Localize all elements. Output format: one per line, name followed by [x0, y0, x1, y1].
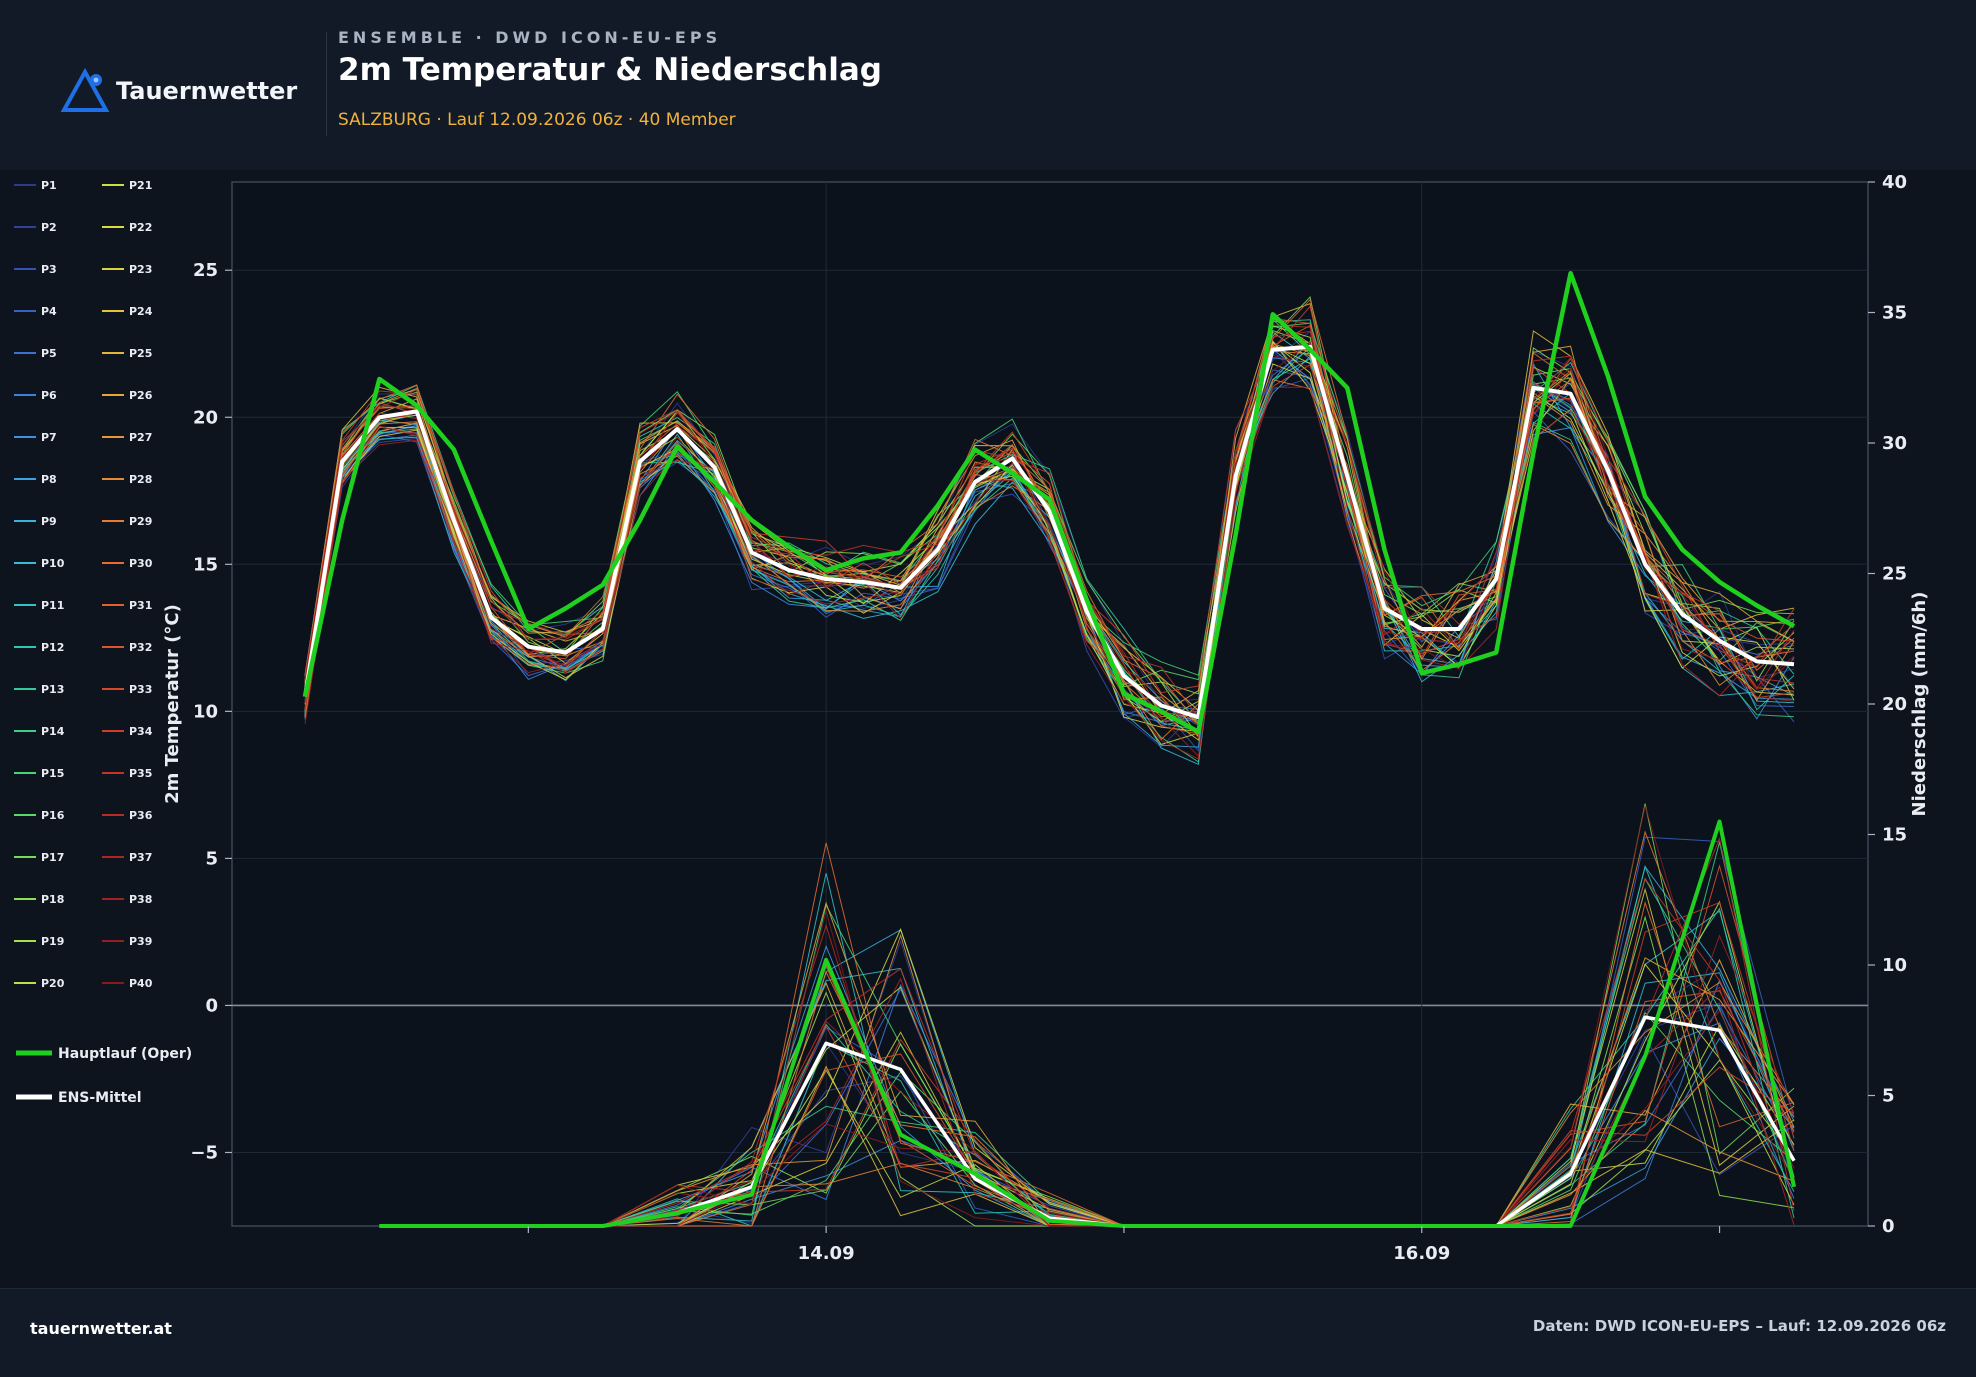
legend-label-p33: P33: [129, 683, 152, 696]
legend-label-p21: P21: [129, 179, 152, 192]
y-left-tick-label: 15: [193, 554, 218, 575]
legend-label-p27: P27: [129, 431, 152, 444]
legend-label-p30: P30: [129, 557, 153, 570]
legend-label-p2: P2: [41, 221, 57, 234]
y-left-tick-label: 25: [193, 260, 218, 281]
ensemble-chart: −5 0 5 10 15 20 25 0 5 10 15 20 25 30 35 40 14.09 16.09 2m…: [14, 172, 1930, 1264]
legend-label-p1: P1: [41, 179, 57, 192]
logo[interactable]: Tauernwetter: [60, 68, 297, 114]
y-left-tick-label: 10: [193, 701, 218, 722]
y-right-tick-label: 5: [1882, 1086, 1895, 1107]
legend-label-special: Hauptlauf (Oper): [58, 1046, 192, 1062]
legend-label-p24: P24: [129, 305, 153, 318]
y-left-tick-label: 0: [205, 995, 218, 1016]
y-left-axis-title: 2m Temperatur (°C): [162, 604, 183, 804]
y-right-tick-label: 10: [1882, 955, 1907, 976]
legend-label-p4: P4: [41, 305, 57, 318]
legend-label-p39: P39: [129, 935, 152, 948]
temp-member-p33: [304, 363, 1795, 716]
footer-credit: Daten: DWD ICON-EU-EPS – Lauf: 12.09.202…: [1532, 1317, 1946, 1335]
chart-area: −5 0 5 10 15 20 25 0 5 10 15 20 25 30 35 40 14.09 16.09 2m…: [0, 170, 1976, 1288]
legend-label-p5: P5: [41, 347, 57, 360]
legend-label-p28: P28: [129, 473, 152, 486]
legend-label-p6: P6: [41, 389, 57, 402]
legend-label-p34: P34: [129, 725, 153, 738]
legend-label-p25: P25: [129, 347, 152, 360]
legend-label-p19: P19: [41, 935, 64, 948]
y-right-tick-label: 15: [1882, 825, 1907, 846]
legend-label-p32: P32: [129, 641, 152, 654]
y-right-tick-label: 40: [1882, 172, 1907, 193]
legend-label-p16: P16: [41, 809, 65, 822]
legend-label-p29: P29: [129, 515, 152, 528]
y-right-axis-title: Niederschlag (mm/6h): [1909, 592, 1930, 817]
legend-label-p26: P26: [129, 389, 153, 402]
legend-label-p20: P20: [41, 977, 65, 990]
mountain-logo-icon: [60, 68, 110, 112]
temp-member-p27: [304, 346, 1795, 738]
temp-member-p24: [304, 303, 1795, 712]
legend-label-p37: P37: [129, 851, 152, 864]
legend-label-p11: P11: [41, 599, 64, 612]
legend-label-p12: P12: [41, 641, 64, 654]
legend-label-p8: P8: [41, 473, 57, 486]
y-right-tick-label: 0: [1882, 1216, 1895, 1237]
legend-label-p15: P15: [41, 767, 64, 780]
brand-name: Tauernwetter: [116, 77, 298, 105]
precip-oper-line: [379, 819, 1796, 1228]
footer: tauernwetter.at Daten: DWD ICON-EU-EPS –…: [0, 1288, 1976, 1377]
temp-oper-line: [302, 270, 1796, 735]
footer-site-link[interactable]: tauernwetter.at: [30, 1319, 172, 1338]
y-left-tick-label: 20: [193, 407, 218, 428]
legend-label-p23: P23: [129, 263, 152, 276]
temp-member-p23: [304, 363, 1795, 745]
legend-label-p17: P17: [41, 851, 64, 864]
x-tick-label: 16.09: [1393, 1243, 1450, 1264]
precip-member-p40: [379, 805, 1795, 1227]
legend-label-p10: P10: [41, 557, 65, 570]
legend-label-special: ENS-Mittel: [58, 1090, 142, 1106]
x-tick-label: 14.09: [798, 1243, 855, 1264]
legend-label-p13: P13: [41, 683, 64, 696]
header: Tauernwetter ENSEMBLE · DWD ICON-EU-EPS …: [0, 0, 1976, 170]
temp-member-p35: [304, 324, 1795, 719]
temp-member-p38: [304, 386, 1795, 758]
chart-subtitle: SALZBURG · Lauf 12.09.2026 06z · 40 Memb…: [338, 110, 736, 130]
legend-label-p3: P3: [41, 263, 57, 276]
legend-label-p40: P40: [129, 977, 153, 990]
legend-label-p14: P14: [41, 725, 65, 738]
y-right-tick-label: 20: [1882, 694, 1907, 715]
legend-label-p36: P36: [129, 809, 153, 822]
y-right-tick-label: 25: [1882, 564, 1907, 585]
y-right-tick-label: 35: [1882, 303, 1907, 324]
legend-label-p18: P18: [41, 893, 64, 906]
legend-label-p38: P38: [129, 893, 152, 906]
legend-label-p9: P9: [41, 515, 57, 528]
legend-label-p31: P31: [129, 599, 152, 612]
temp-member-p28: [304, 350, 1795, 718]
legend-label-p22: P22: [129, 221, 152, 234]
temp-member-p30: [304, 298, 1795, 726]
header-divider: [326, 32, 327, 136]
chart-title: 2m Temperatur & Niederschlag: [338, 52, 882, 88]
legend-label-p35: P35: [129, 767, 152, 780]
chart-kicker: ENSEMBLE · DWD ICON-EU-EPS: [338, 28, 722, 47]
legend-label-p7: P7: [41, 431, 57, 444]
y-left-tick-label: −5: [190, 1142, 218, 1163]
y-right-tick-label: 30: [1882, 433, 1907, 454]
y-left-tick-label: 5: [205, 848, 218, 869]
